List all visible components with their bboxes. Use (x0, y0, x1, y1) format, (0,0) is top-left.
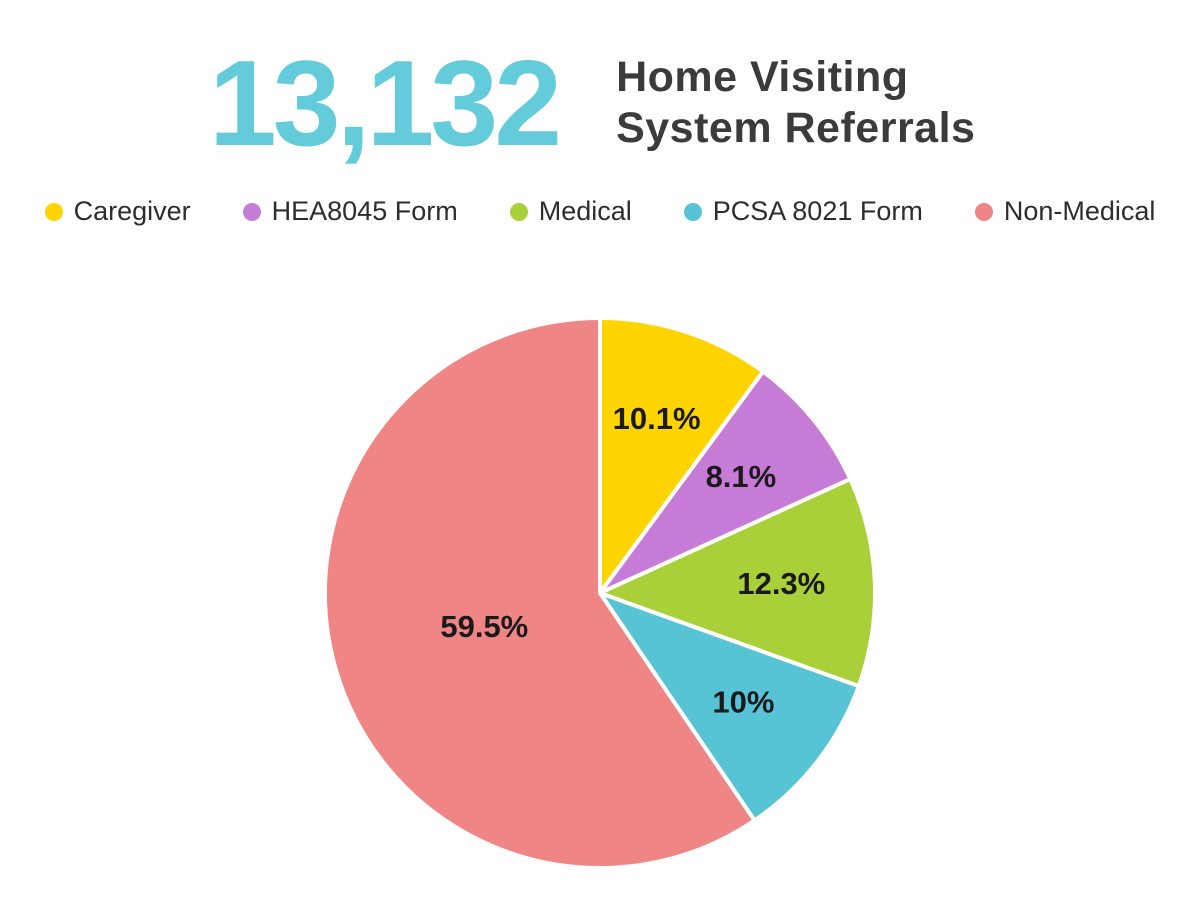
header: 13,132 Home Visiting System Referrals (0, 42, 1200, 164)
legend-swatch-icon (242, 202, 261, 221)
legend-item-medical: Medical (509, 196, 632, 227)
pie-slice-hea8045-form (598, 369, 853, 595)
pie-slice-label-caregiver: 10.1% (613, 401, 701, 436)
legend-item-hea8045-form: HEA8045 Form (242, 196, 458, 227)
legend-label: Non-Medical (1003, 196, 1156, 226)
legend: Caregiver HEA8045 Form Medical PCSA 8021 Fo… (0, 196, 1200, 227)
legend-swatch-icon (509, 202, 528, 221)
legend-label: Caregiver (73, 196, 191, 226)
pie-slice-medical (598, 477, 877, 689)
pie-chart: 10.1%8.1% 12.3% 10% 59.5% (323, 316, 877, 870)
legend-item-pcsa-8021-form: PCSA 8021 Form (683, 196, 923, 227)
legend-swatch-icon (974, 202, 993, 221)
legend-label: PCSA 8021 Form (712, 196, 923, 226)
page-title: Home Visiting System Referrals (616, 53, 976, 152)
pie-slice-pcsa-8021-form (598, 591, 861, 823)
referral-count: 13,132 (208, 35, 562, 171)
pie-slice-label-non-medical: 59.5% (440, 609, 528, 644)
legend-swatch-icon (683, 202, 702, 221)
pie-slice-non-medical (323, 316, 757, 870)
pie-slice-label-hea8045-form: 8.1% (706, 459, 777, 494)
legend-item-caregiver: Caregiver (44, 196, 191, 227)
pie-slice-caregiver (598, 316, 766, 595)
legend-swatch-icon (44, 202, 63, 221)
pie-slice-label-medical: 12.3% (737, 566, 825, 601)
legend-label: HEA8045 Form (271, 196, 458, 226)
legend-label: Medical (538, 196, 632, 226)
pie-slice-label-pcsa-8021-form: 10% (712, 684, 774, 719)
legend-item-non-medical: Non-Medical (974, 196, 1156, 227)
